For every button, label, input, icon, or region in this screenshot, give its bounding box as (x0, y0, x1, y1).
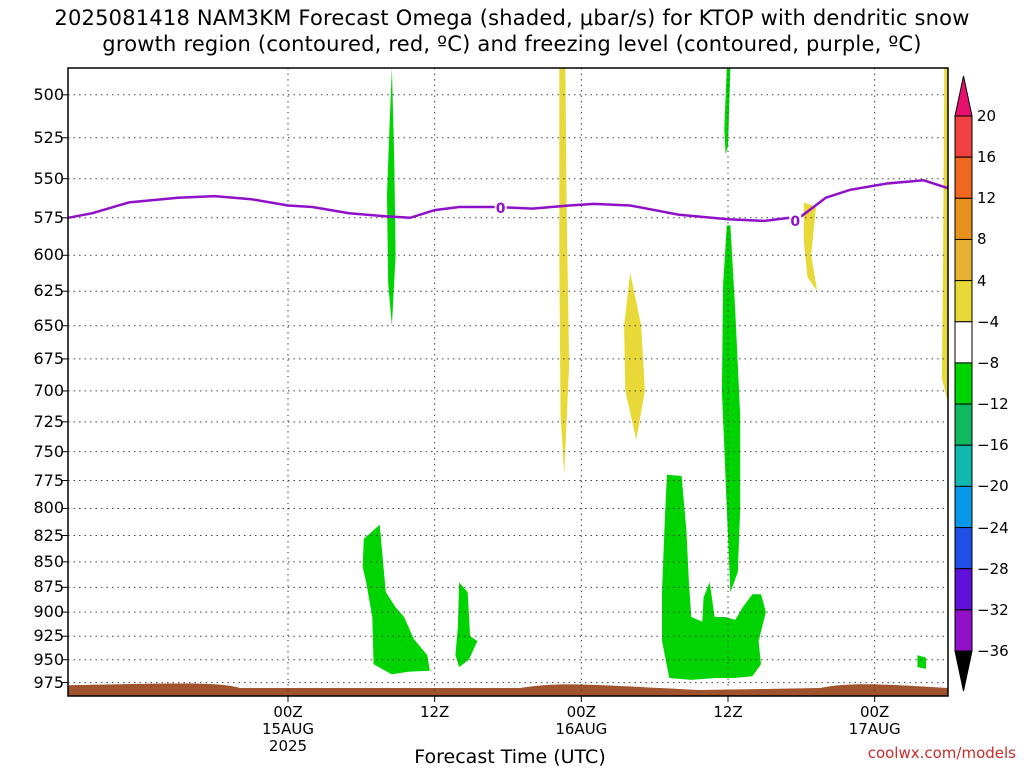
omega-region-0-1 (362, 524, 430, 675)
y-tick-label-925: 925 (33, 626, 64, 646)
colorbar-label-6: −8 (977, 353, 1000, 372)
colorbar-bottom-arrow (954, 650, 973, 692)
colorbar-label-11: −28 (977, 559, 1009, 578)
colorbar-label-5: −4 (977, 312, 1000, 331)
omega-region-0-0 (387, 68, 396, 326)
omega-region-1-0 (559, 68, 570, 475)
site-watermark: coolwx.com/models (867, 744, 1016, 762)
y-tick-label-950: 950 (33, 649, 64, 669)
omega-region-0-6 (917, 655, 926, 669)
colorbar-label-9: −20 (977, 477, 1009, 496)
freezing-level-label-bg-1 (789, 212, 802, 228)
freezing-level-label-1: 0 (790, 214, 800, 230)
y-tick-label-600: 600 (33, 245, 64, 265)
colorbar-label-3: 8 (977, 230, 987, 249)
colorbar-label-2: 12 (977, 189, 997, 208)
colorbar-label-13: −36 (977, 642, 1009, 660)
colorbar-swatch-9 (954, 485, 973, 529)
omega-region-0-3 (662, 474, 766, 680)
chart-title-line2: growth region (contoured, red, ºC) and f… (102, 32, 922, 56)
x-axis-label: Forecast Time (UTC) (414, 746, 606, 768)
colorbar-swatch-7 (954, 403, 973, 446)
y-tick-label-675: 675 (33, 348, 64, 368)
y-tick-label-850: 850 (33, 551, 64, 571)
x-tick-label-2: 00Z 16AUG (555, 703, 608, 738)
y-tick-label-750: 750 (33, 441, 64, 461)
y-tick-label-900: 900 (33, 602, 64, 622)
y-tick-label-800: 800 (33, 498, 64, 518)
y-tick-label-625: 625 (33, 281, 64, 301)
colorbar-swatch-0 (954, 115, 973, 158)
y-tick-label-700: 700 (33, 380, 64, 400)
colorbar-swatch-3 (954, 238, 973, 282)
colorbar-label-0: 20 (977, 107, 997, 125)
colorbar-top-arrow (954, 75, 973, 117)
omega-region-0-5 (721, 225, 741, 593)
chart-title-line1: 2025081418 NAM3KM Forecast Omega (shaded… (54, 6, 970, 30)
y-tick-label-575: 575 (33, 207, 64, 227)
omega-region-0-2 (455, 582, 478, 668)
x-tick-label-3: 12Z (713, 703, 743, 721)
omega-region-1-2 (803, 202, 818, 292)
omega-region-1-1 (624, 272, 645, 440)
colorbar-label-10: −24 (977, 518, 1009, 537)
colorbar-label-7: −12 (977, 395, 1009, 414)
ground-surface-band (68, 683, 948, 696)
y-tick-label-775: 775 (33, 470, 64, 490)
colorbar-swatch-10 (954, 527, 973, 570)
y-tick-label-875: 875 (33, 577, 64, 597)
omega-region-0-4 (724, 68, 731, 155)
y-tick-label-500: 500 (33, 84, 64, 104)
colorbar-swatch-12 (954, 609, 973, 652)
omega-region-1-3 (941, 68, 948, 404)
x-tick-label-4: 00Z 17AUG (848, 703, 901, 738)
colorbar-swatch-4 (954, 280, 973, 323)
colorbar-swatch-8 (954, 444, 973, 487)
y-tick-label-650: 650 (33, 315, 64, 335)
colorbar-swatch-6 (954, 362, 973, 405)
x-tick-label-1: 12Z (419, 703, 450, 721)
y-tick-label-525: 525 (33, 127, 64, 147)
plot-frame (67, 67, 949, 697)
colorbar-swatch-5 (954, 321, 973, 364)
colorbar-label-1: 16 (977, 148, 997, 167)
colorbar-swatch-1 (954, 156, 973, 199)
freezing-level-label-0: 0 (496, 201, 506, 217)
y-tick-label-975: 975 (33, 672, 64, 692)
colorbar-swatch-11 (954, 568, 973, 611)
y-tick-label-825: 825 (33, 525, 64, 545)
colorbar-label-8: −16 (977, 436, 1009, 455)
y-tick-label-550: 550 (33, 168, 64, 188)
colorbar-label-12: −32 (977, 600, 1009, 619)
x-tick-label-0: 00Z 15AUG 2025 (262, 703, 314, 755)
freezing-level-label-bg-0 (494, 199, 507, 215)
plot-area (68, 68, 948, 696)
colorbar-label-4: 4 (977, 271, 987, 290)
y-tick-label-725: 725 (33, 411, 64, 431)
colorbar-swatch-2 (954, 197, 973, 240)
